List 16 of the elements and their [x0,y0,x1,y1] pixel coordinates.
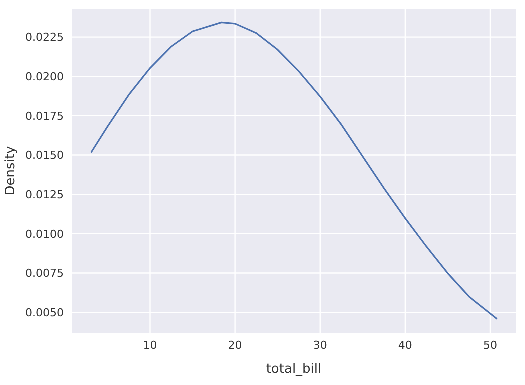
y-tick-label: 0.0175 [26,110,64,123]
x-tick-label: 40 [398,338,412,352]
x-tick-label: 50 [483,338,498,352]
y-axis-title: Density [4,146,19,196]
x-tick-label: 20 [228,338,242,352]
line-series [90,22,498,320]
y-tick-label: 0.0225 [26,31,64,44]
y-tick-label: 0.0125 [26,188,64,202]
x-axis-title: total_bill [266,362,322,377]
y-tick-label: 0.0200 [26,70,64,84]
x-tick-label: 10 [143,338,158,352]
y-tick-label: 0.0100 [26,228,64,241]
y-tick-label: 0.0150 [26,149,64,162]
y-tick-label: 0.0050 [26,306,64,320]
y-tick-label: 0.0075 [26,267,64,280]
x-tick-label: 30 [313,338,328,352]
